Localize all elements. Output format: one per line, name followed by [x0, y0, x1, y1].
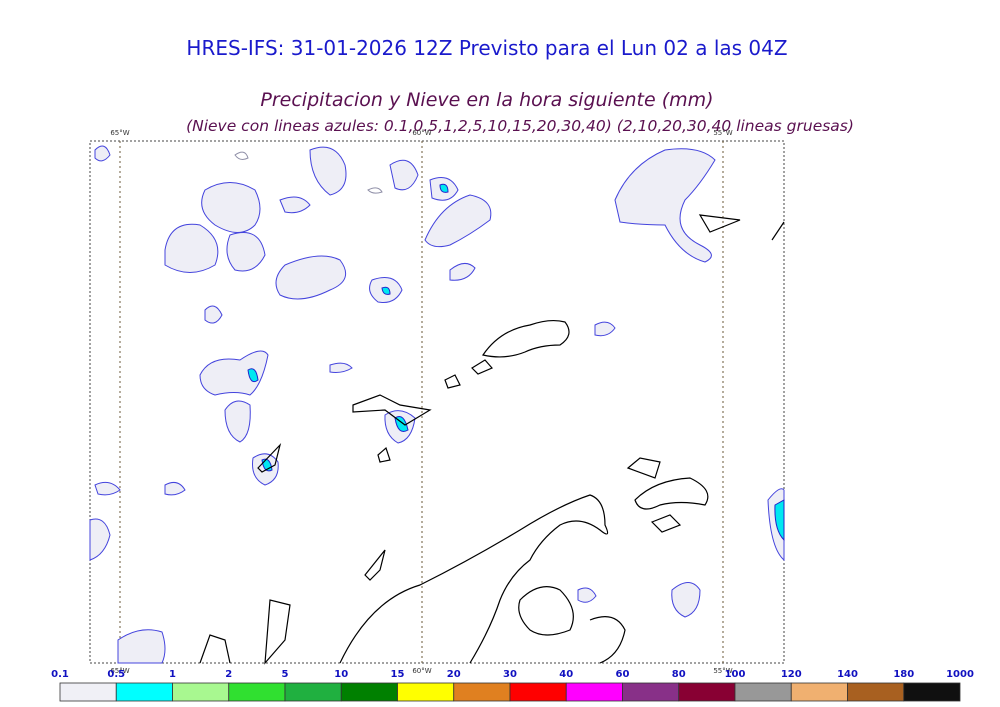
colorbar-swatch [453, 682, 511, 702]
colorbar-swatch [228, 682, 286, 702]
meridian-label: 65°W [110, 667, 129, 675]
colorbar-label: 5 [282, 669, 289, 680]
colorbar-label: 120 [781, 669, 802, 680]
subtitle: Precipitacion y Nieve en la hora siguien… [260, 89, 713, 111]
meridian-label: 55°W [713, 667, 732, 675]
meridian-label: 65°W [110, 129, 129, 137]
colorbar-swatch [172, 682, 230, 702]
colorbar-swatch [678, 682, 736, 702]
colorbar-label: 1 [169, 669, 176, 680]
colorbar-swatch [59, 682, 117, 702]
colorbar: 0.1 0.5 1 2 5 10 15 20 30 40 60 80 100 120 140 180 1000 [51, 669, 974, 702]
meridian-label: 60°W [412, 129, 431, 137]
colorbar-label: 1000 [946, 669, 974, 680]
colorbar-label: 0.5 [107, 669, 125, 680]
colorbar-label: 80 [672, 669, 686, 680]
title: HRES-IFS: 31-01-2026 12Z Previsto para e… [186, 36, 787, 60]
colorbar-swatch [734, 682, 792, 702]
colorbar-label: 100 [725, 669, 746, 680]
colorbar-swatch [509, 682, 567, 702]
colorbar-label: 180 [893, 669, 914, 680]
colorbar-label: 30 [503, 669, 517, 680]
colorbar-label: 2 [225, 669, 232, 680]
colorbar-label: 140 [837, 669, 858, 680]
colorbar-label: 15 [391, 669, 405, 680]
map: 65°W 60°W 55°W 65°W 60°W 55°W [89, 129, 785, 675]
colorbar-swatch [397, 682, 455, 702]
colorbar-swatch [340, 682, 398, 702]
colorbar-label: 0.1 [51, 669, 69, 680]
colorbar-swatch [284, 682, 342, 702]
colorbar-label: 60 [616, 669, 630, 680]
colorbar-label: 10 [334, 669, 348, 680]
meridian-label: 60°W [412, 667, 431, 675]
coastlines [199, 214, 785, 665]
colorbar-swatch [565, 682, 623, 702]
precip-areas [89, 145, 785, 664]
colorbar-swatch [790, 682, 848, 702]
meridian-label: 55°W [713, 129, 732, 137]
colorbar-swatch [903, 682, 961, 702]
colorbar-label: 40 [559, 669, 573, 680]
colorbar-label: 20 [447, 669, 461, 680]
note: (Nieve con lineas azules: 0.1,0.5,1,2,5,… [186, 117, 854, 135]
colorbar-swatch [115, 682, 173, 702]
colorbar-swatch [622, 682, 680, 702]
colorbar-swatch [847, 682, 905, 702]
